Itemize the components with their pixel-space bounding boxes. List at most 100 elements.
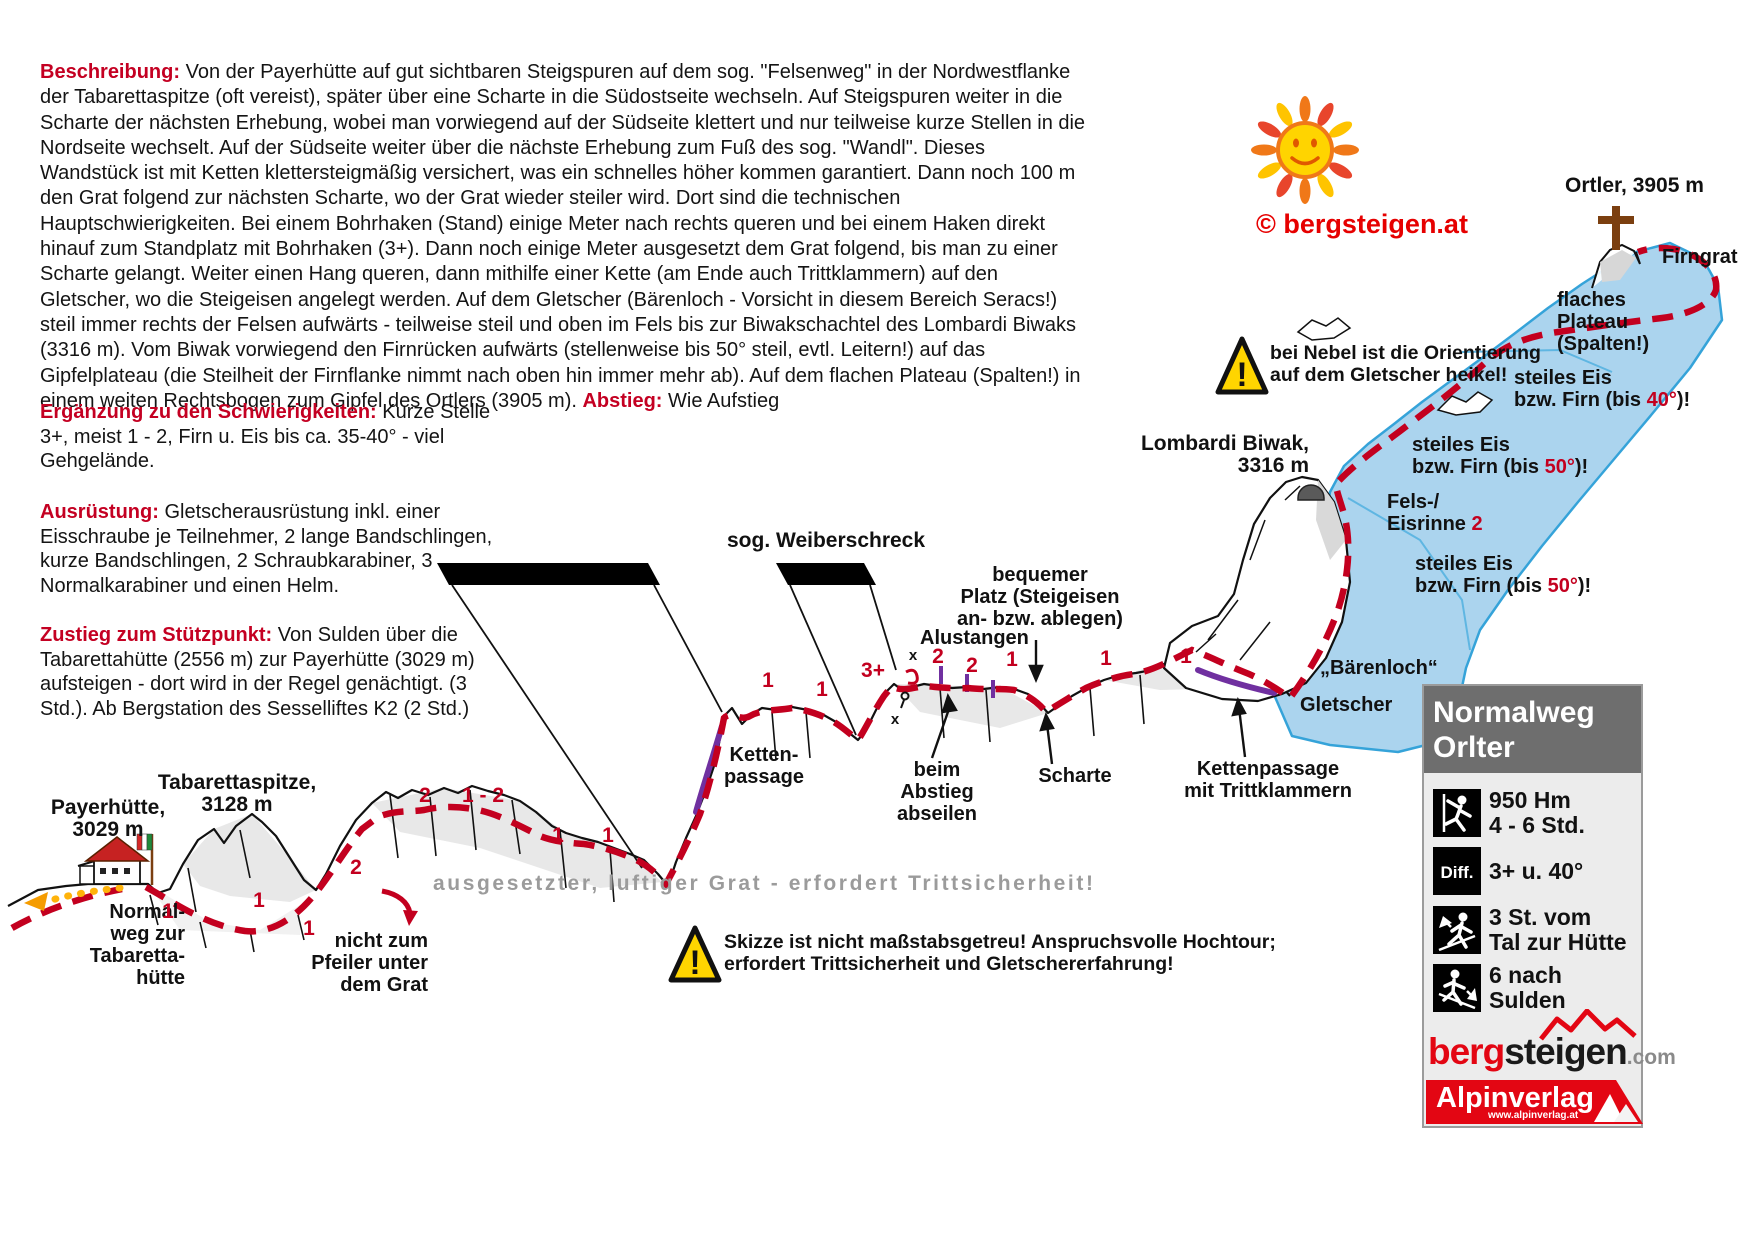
equipment-paragraph: Ausrüstung: Gletscherausrüstung inkl. ei… (40, 500, 502, 598)
map-label-firngrat: Firngrat (1662, 246, 1738, 268)
alpinverlag-url: www.alpinverlag.at (1488, 1110, 1579, 1121)
difficulty-mark: 2 (932, 645, 944, 668)
descent-body: Wie Aufstieg (662, 389, 780, 412)
hut-approach-target: Tal zur Hütte (1489, 929, 1627, 955)
map-label-kettenpassage-tritt: Kettenpassage mit Trittklammern (1184, 758, 1352, 802)
fog-warning-text: bei Nebel ist die Orientierung auf dem G… (1270, 342, 1541, 386)
descent-time: 6 nach (1489, 962, 1562, 988)
summit-rocks (1591, 243, 1641, 289)
alpinverlag-name: Alpinverlag (1436, 1082, 1594, 1114)
approach-heading: Zustieg zum Stützpunkt: (40, 624, 273, 646)
difficulty-note-paragraph: Ergänzung zu den Schwierigkeiten: Kurze … (40, 400, 518, 474)
hut-icon (77, 833, 154, 885)
rock-outcrop (1436, 391, 1494, 416)
map-label-alustangen: Alustangen (920, 627, 1029, 649)
wrong-way-arrow (381, 888, 418, 926)
map-label-ortler-summit: Ortler, 3905 m (1565, 174, 1704, 197)
approach-paragraph: Zustieg zum Stützpunkt: Von Sulden über … (40, 623, 510, 721)
piton-hook-icon (900, 691, 910, 709)
route-info-box: Normalweg Orlter 950 Hm 4 - 6 Std. Diff.… (1422, 684, 1676, 1128)
logo-mountain-zigzag-icon (1539, 1009, 1637, 1041)
difficulty-mark: 1 (1100, 647, 1112, 670)
route-main-segment (144, 244, 1720, 935)
map-label-tabarettaspitze: Tabarettaspitze, 3128 m (157, 771, 317, 816)
difficulty-mark: 2 (350, 856, 362, 879)
chain-kettenpassage (693, 667, 1277, 815)
sun-icon (1251, 96, 1359, 204)
descent-heading: Abstieg: (582, 389, 663, 412)
map-label-bequemer-platz: bequemer Platz (Steigeisen an- bzw. ablege… (957, 564, 1123, 630)
difficulty-mark: 1 (762, 669, 774, 692)
map-label-eis-50-b: steiles Eis bzw. Firn (bis 50°)! (1415, 553, 1592, 597)
hut-approach-time: 3 St. vom (1489, 904, 1592, 930)
map-label-baerenloch: „Bärenloch“ (1320, 657, 1438, 679)
glacier-shape (1266, 241, 1724, 754)
map-label-payerhuette: Payerhütte, 3029 m (50, 796, 166, 841)
description-heading: Beschreibung: (40, 61, 181, 83)
difficulty-mark: 1 (552, 824, 564, 847)
map-label-nicht-pfeiler: nicht zum Pfeiler unter dem Grat (311, 930, 428, 996)
map-label-scharte: Scharte (1038, 765, 1112, 787)
description-body: Von der Payerhütte auf gut sichtbaren St… (40, 61, 1086, 412)
copyright-text: © bergsteigen.at (1256, 209, 1468, 239)
difficulty-mark: 1 (602, 824, 614, 847)
equipment-body: Gletscherausrüstung inkl. einer Eisschra… (40, 501, 493, 597)
description-paragraph: Beschreibung: Von der Payerhütte auf gut… (40, 60, 1088, 414)
rock-outcrop (1296, 317, 1352, 341)
sketch-warning-text: Skizze ist nicht maßstabsgetreu! Anspruc… (724, 931, 1276, 975)
difficulty-mark: 2 (966, 654, 978, 677)
map-label-eis-40: steiles Eis bzw. Firn (bis 40°)! (1514, 367, 1691, 411)
difficulty-value: 3+ u. 40° (1489, 857, 1584, 884)
warning-triangle-icon: ! (1215, 336, 1269, 395)
approach-body: Von Sulden über die Tabarettahütte (2556… (40, 624, 475, 720)
route-info-title: Normalweg Orlter (1424, 686, 1641, 773)
map-label-weiberschreck: sog. Weiberschreck (727, 529, 926, 552)
biwak-shelter-icon (1297, 484, 1325, 501)
difficulty-mark: 1 (1006, 648, 1018, 671)
abseil-point-curl (905, 668, 919, 685)
stat-hut-approach-row: 3 St. vom Tal zur Hütte (1433, 905, 1627, 955)
map-label-eis-50-a: steiles Eis bzw. Firn (bis 50°)! (1412, 434, 1589, 478)
difficulty-note-heading: Ergänzung zu den Schwierigkeiten: (40, 401, 377, 423)
label-arrows (930, 640, 1247, 765)
difficulty-mark: 1 (303, 917, 315, 940)
elevation-gain: 950 Hm (1489, 787, 1571, 813)
hiker-ascent-icon (1433, 906, 1481, 954)
difficulty-icon: Diff. (1433, 847, 1481, 895)
map-label-fels-eisrinne: Fels-/Eisrinne 2 (1387, 491, 1483, 535)
wandl-wedges (437, 563, 897, 869)
stat-descent-row: 6 nach Sulden (1433, 963, 1566, 1013)
difficulty-mark: 1 (816, 678, 828, 701)
summit-cross-icon (1598, 206, 1634, 250)
map-label-beim-abstieg: beim Abstieg abseilen (896, 759, 978, 825)
difficulty-mark: 3+ (861, 659, 885, 682)
svg-text:!: ! (1236, 356, 1247, 394)
route-duration: 4 - 6 Std. (1489, 812, 1585, 838)
difficulty-note-body: Kurze Stelle 3+, meist 1 - 2, Firn u. Ei… (40, 401, 491, 472)
descent-target: Sulden (1489, 987, 1566, 1013)
climber-icon (1433, 789, 1481, 837)
alpinverlag-logo-shape (1426, 1080, 1643, 1124)
hiker-descent-icon (1433, 964, 1481, 1012)
map-label-gletscher: Gletscher (1300, 694, 1393, 716)
svg-text:!: ! (689, 944, 700, 982)
difficulty-mark: 1 (162, 900, 174, 923)
difficulty-mark: 2 (419, 784, 431, 807)
difficulty-mark: 1 (253, 889, 265, 912)
approach-arrowhead (24, 892, 48, 911)
stat-elevation-row: 950 Hm 4 - 6 Std. (1433, 788, 1585, 838)
approach-path-yellow (24, 884, 124, 911)
alpinverlag-logo: Alpinverlag www.alpinverlag.at (1426, 1080, 1643, 1124)
difficulty-mark: 1 - 2 (461, 784, 505, 807)
bergsteigen-logo: bergsteigen.com (1428, 1009, 1676, 1073)
piton-mark: x (908, 647, 918, 664)
map-label-grat-warnung: ausgesetzter, luftiger Grat - erfordert … (433, 872, 1096, 895)
equipment-heading: Ausrüstung: (40, 501, 159, 523)
map-label-lombardi-biwak: Lombardi Biwak, 3316 m (1140, 432, 1309, 477)
svg-text:Diff.: Diff. (1440, 863, 1473, 882)
map-label-kettenpassage: Ketten-passage (723, 744, 805, 788)
stat-difficulty-row: Diff. 3+ u. 40° (1433, 847, 1583, 895)
map-label-normalweg-tabaretta: Normal-weg zur Tabaretta-hütte (89, 901, 185, 989)
